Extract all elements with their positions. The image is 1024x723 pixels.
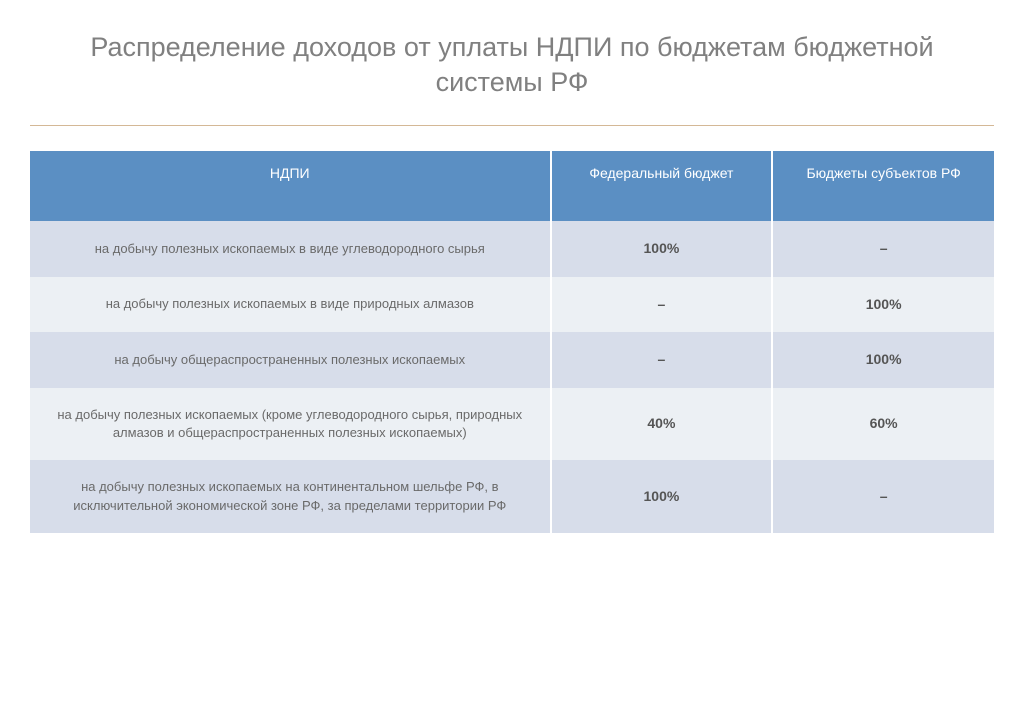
table-row: на добычу полезных ископаемых на контине…: [30, 460, 994, 532]
table-header-regional: Бюджеты субъектов РФ: [772, 151, 994, 221]
row-label: на добычу общераспространенных полезных …: [30, 332, 551, 388]
row-federal: 100%: [551, 460, 773, 532]
table-row: на добычу полезных ископаемых в виде при…: [30, 277, 994, 333]
table-row: на добычу полезных ископаемых (кроме угл…: [30, 388, 994, 460]
row-regional: 100%: [772, 332, 994, 388]
table-row: на добычу общераспространенных полезных …: [30, 332, 994, 388]
table-row: на добычу полезных ископаемых в виде угл…: [30, 221, 994, 277]
title-divider: [30, 125, 994, 126]
row-regional: 100%: [772, 277, 994, 333]
row-federal: –: [551, 277, 773, 333]
row-federal: 40%: [551, 388, 773, 460]
row-label: на добычу полезных ископаемых (кроме угл…: [30, 388, 551, 460]
row-regional: 60%: [772, 388, 994, 460]
row-label: на добычу полезных ископаемых в виде при…: [30, 277, 551, 333]
row-federal: 100%: [551, 221, 773, 277]
distribution-table: НДПИ Федеральный бюджет Бюджеты субъекто…: [30, 151, 994, 533]
row-federal: –: [551, 332, 773, 388]
table-header-ndpi: НДПИ: [30, 151, 551, 221]
row-label: на добычу полезных ископаемых на контине…: [30, 460, 551, 532]
page-title: Распределение доходов от уплаты НДПИ по …: [30, 30, 994, 100]
row-regional: –: [772, 460, 994, 532]
row-regional: –: [772, 221, 994, 277]
row-label: на добычу полезных ископаемых в виде угл…: [30, 221, 551, 277]
table-header-federal: Федеральный бюджет: [551, 151, 773, 221]
